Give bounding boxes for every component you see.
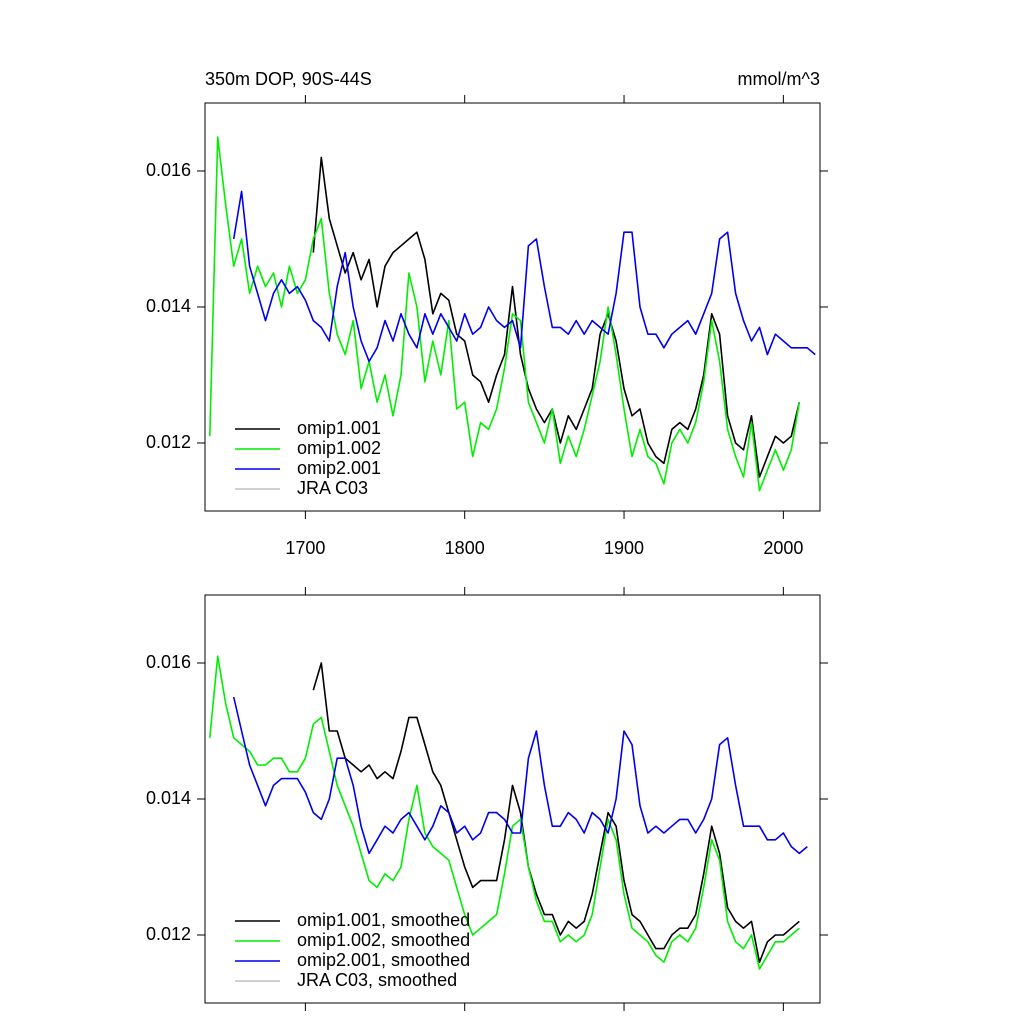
- legend-label: JRA C03, smoothed: [297, 970, 457, 990]
- x-tick-label: 2000: [763, 538, 803, 558]
- y-tick-label: 0.012: [146, 432, 191, 452]
- x-tick-label: 1800: [445, 538, 485, 558]
- data-line: [232, 190, 816, 363]
- legend-label: omip1.002, smoothed: [297, 930, 470, 950]
- legend-label: omip1.001, smoothed: [297, 910, 470, 930]
- data-line: [312, 156, 801, 478]
- data-line: [209, 136, 801, 492]
- y-tick-label: 0.012: [146, 924, 191, 944]
- data-line: [232, 696, 808, 855]
- legend-label: omip1.002: [297, 438, 381, 458]
- y-tick-label: 0.016: [146, 160, 191, 180]
- data-line: [312, 662, 800, 963]
- legend-label: omip2.001, smoothed: [297, 950, 470, 970]
- chart-title: 350m DOP, 90S-44S: [205, 69, 372, 89]
- x-tick-label: 1900: [604, 538, 644, 558]
- units-label: mmol/m^3: [738, 69, 820, 89]
- legend-label: omip2.001: [297, 458, 381, 478]
- y-tick-label: 0.014: [146, 296, 191, 316]
- legend-label: omip1.001: [297, 418, 381, 438]
- legend-label: JRA C03: [297, 478, 368, 498]
- y-tick-label: 0.014: [146, 788, 191, 808]
- data-line: [209, 655, 800, 970]
- x-tick-label: 1700: [285, 538, 325, 558]
- y-tick-label: 0.016: [146, 652, 191, 672]
